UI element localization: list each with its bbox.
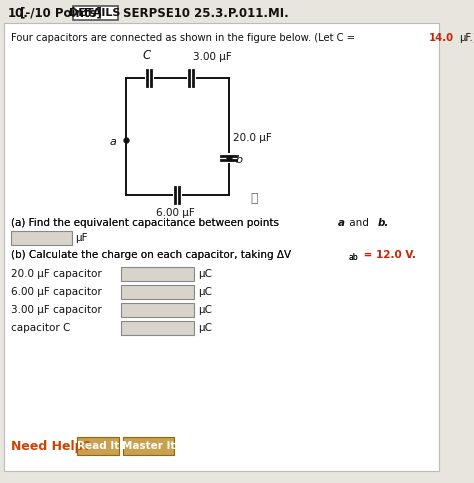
Text: μC: μC: [198, 305, 212, 315]
Bar: [121, 321, 194, 335]
Text: capacitor C: capacitor C: [11, 323, 71, 333]
Text: Read It: Read It: [77, 441, 119, 451]
Text: (a) Find the equivalent capacitance between points: (a) Find the equivalent capacitance betw…: [11, 218, 283, 228]
Bar: [73, 6, 118, 20]
Text: 6.00 μF: 6.00 μF: [156, 208, 195, 218]
Text: and: and: [346, 218, 373, 228]
Text: Master It: Master It: [122, 441, 175, 451]
Text: Need Help?: Need Help?: [11, 440, 91, 453]
Text: 20.0 μF: 20.0 μF: [233, 133, 272, 143]
Text: ab: ab: [348, 253, 358, 262]
Bar: [121, 267, 194, 281]
Text: a: a: [338, 218, 345, 228]
Bar: [76, 437, 119, 455]
Text: (b) Calculate the charge on each capacitor, taking ΔV: (b) Calculate the charge on each capacit…: [11, 250, 292, 260]
Text: C: C: [142, 49, 151, 62]
Text: μF: μF: [74, 233, 87, 243]
Text: b: b: [236, 155, 243, 165]
Text: b.: b.: [378, 218, 389, 228]
Bar: [121, 285, 194, 299]
Text: SERPSE10 25.3.P.011.MI.: SERPSE10 25.3.P.011.MI.: [123, 6, 289, 19]
Text: ⓘ: ⓘ: [250, 191, 257, 204]
Text: = 12.0 V.: = 12.0 V.: [360, 250, 416, 260]
Text: μC: μC: [198, 269, 212, 279]
Text: Four capacitors are connected as shown in the figure below. (Let C =: Four capacitors are connected as shown i…: [11, 33, 358, 43]
Text: μC: μC: [198, 287, 212, 297]
Text: (b) Calculate the charge on each capacitor, taking ΔV: (b) Calculate the charge on each capacit…: [11, 250, 292, 260]
Text: ab: ab: [348, 253, 358, 262]
Bar: [11, 231, 72, 245]
Text: (a) Find the equivalent capacitance between points: (a) Find the equivalent capacitance betw…: [11, 218, 283, 228]
Text: 10.: 10.: [8, 6, 28, 19]
Text: a: a: [110, 137, 117, 147]
Text: 14.0: 14.0: [429, 33, 454, 43]
Bar: [123, 437, 173, 455]
Text: 3.00 μF: 3.00 μF: [193, 52, 232, 62]
Text: 20.0 μF capacitor: 20.0 μF capacitor: [11, 269, 102, 279]
Bar: [121, 303, 194, 317]
Text: μC: μC: [198, 323, 212, 333]
Text: [-/10 Points]: [-/10 Points]: [19, 6, 101, 19]
Text: DETAILS: DETAILS: [70, 8, 121, 18]
Text: 3.00 μF capacitor: 3.00 μF capacitor: [11, 305, 102, 315]
Text: µF.): µF.): [459, 33, 474, 43]
Text: 6.00 μF capacitor: 6.00 μF capacitor: [11, 287, 102, 297]
